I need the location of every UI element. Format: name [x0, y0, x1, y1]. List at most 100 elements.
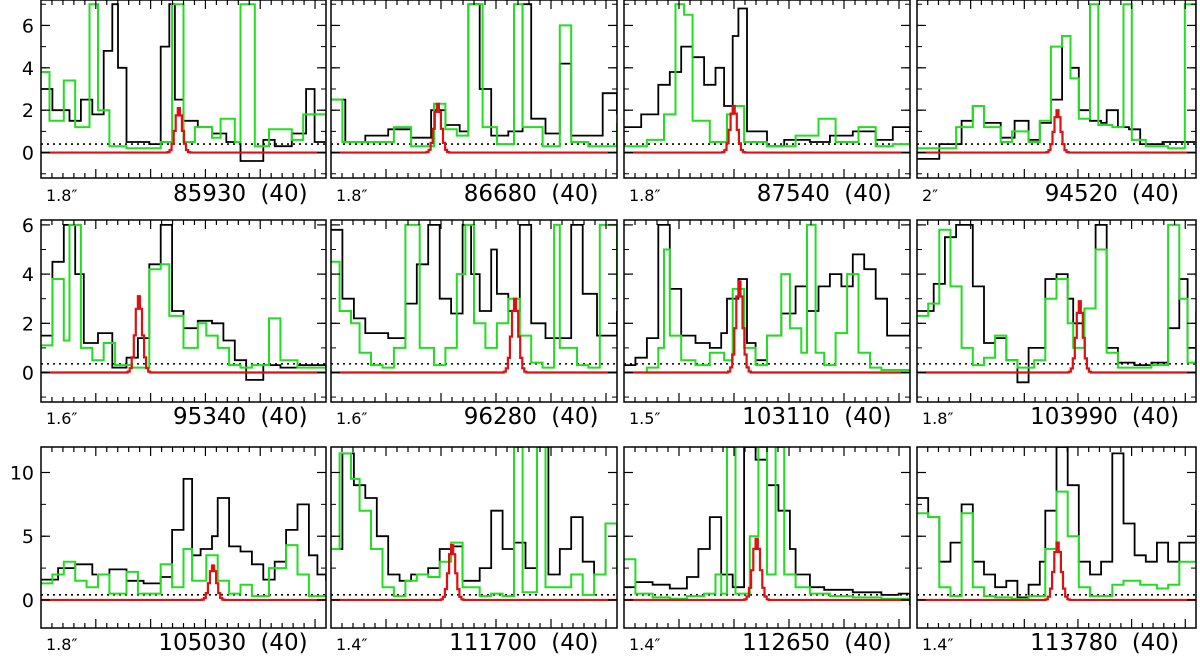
- count-label: (40): [260, 181, 307, 207]
- spectrum-panel: 1.4″ 113780 (40): [916, 446, 1197, 656]
- model-total-spectrum: [917, 490, 1196, 600]
- spectrum-panel: 1.8″ 103990 (40): [916, 219, 1197, 430]
- species-model-line: [624, 104, 910, 154]
- model-total-spectrum: [331, 447, 617, 598]
- frequency-label: 111700: [449, 630, 537, 656]
- spectrum-panel: 1.4″ 111700 (40): [330, 446, 618, 656]
- position-label: 1.8″: [46, 186, 77, 205]
- y-tick-label: 0: [22, 590, 34, 612]
- species-model-line: [917, 109, 1196, 154]
- spectrum-panel: 0 2 4 6 1.8″ 85930 (40): [22, 0, 327, 207]
- panel-frame: [623, 219, 911, 403]
- count-label: (40): [844, 630, 891, 656]
- species-model-line: [41, 107, 326, 154]
- frequency-label: 113780: [1030, 630, 1118, 656]
- y-tick-label: 0: [22, 143, 34, 165]
- species-model-line: [41, 295, 326, 374]
- count-label: (40): [844, 181, 891, 207]
- position-label: 1.8″: [629, 186, 660, 205]
- frequency-label: 96280: [464, 404, 537, 430]
- observed-spectrum: [331, 447, 617, 582]
- observed-spectrum: [624, 7, 910, 148]
- observed-spectrum: [41, 478, 326, 585]
- y-tick-label: 10: [10, 462, 34, 484]
- frequency-label: 87540: [757, 181, 830, 207]
- y-tick-label: 2: [22, 100, 34, 122]
- y-tick-label: 4: [22, 264, 34, 286]
- species-model-line: [41, 564, 326, 602]
- model-total-spectrum: [41, 544, 326, 598]
- model-total-spectrum: [917, 3, 1196, 150]
- spectrum-panel: 1.4″ 112650 (40): [623, 446, 911, 656]
- observed-spectrum: [41, 224, 326, 381]
- species-model-line: [331, 297, 617, 374]
- frequency-label: 85930: [173, 181, 246, 207]
- species-model-line: [917, 541, 1196, 602]
- spectrum-panel: 1.8″ 86680 (40): [330, 0, 618, 207]
- model-total-spectrum: [41, 223, 326, 370]
- y-tick-label: 5: [22, 526, 34, 548]
- position-label: 1.8″: [336, 186, 367, 205]
- model-total-spectrum: [917, 223, 1196, 369]
- observed-spectrum: [331, 3, 617, 143]
- frequency-label: 103110: [742, 404, 830, 430]
- position-label: 1.4″: [922, 635, 953, 654]
- panel-frame: [916, 0, 1197, 179]
- y-tick-label: 6: [22, 215, 34, 237]
- observed-spectrum: [917, 224, 1196, 384]
- position-label: 1.8″: [922, 409, 953, 428]
- observed-spectrum: [917, 35, 1196, 160]
- count-label: (40): [551, 404, 598, 430]
- count-label: (40): [1132, 181, 1179, 207]
- y-tick-label: 4: [22, 58, 34, 80]
- panel-frame: [330, 0, 618, 179]
- observed-spectrum: [624, 447, 910, 606]
- position-label: 2″: [922, 186, 938, 205]
- species-model-line: [331, 544, 617, 602]
- count-label: (40): [551, 630, 598, 656]
- count-label: (40): [260, 404, 307, 430]
- species-model-line: [331, 102, 617, 154]
- position-label: 1.4″: [629, 635, 660, 654]
- frequency-label: 112650: [742, 630, 830, 656]
- spectrum-panel: 1.5″ 103110 (40): [623, 219, 911, 430]
- count-label: (40): [260, 630, 307, 656]
- spectrum-panel: 1.8″ 87540 (40): [623, 0, 911, 207]
- model-total-spectrum: [624, 3, 910, 149]
- model-total-spectrum: [624, 223, 910, 374]
- count-label: (40): [1132, 404, 1179, 430]
- panel-frame: [623, 0, 911, 179]
- y-tick-label: 6: [22, 15, 34, 37]
- frequency-label: 105030: [158, 630, 246, 656]
- y-tick-label: 2: [22, 313, 34, 335]
- count-label: (40): [844, 404, 891, 430]
- position-label: 1.5″: [629, 409, 660, 428]
- model-total-spectrum: [331, 3, 617, 148]
- model-total-spectrum: [331, 223, 617, 369]
- count-label: (40): [1132, 630, 1179, 656]
- panel-frame: [916, 219, 1197, 403]
- count-label: (40): [551, 181, 598, 207]
- observed-spectrum: [624, 224, 910, 366]
- spectrum-panel: 2″ 94520 (40): [916, 0, 1197, 207]
- species-model-line: [624, 280, 910, 374]
- model-total-spectrum: [624, 447, 910, 600]
- frequency-label: 103990: [1030, 404, 1118, 430]
- spectrum-panel: 0 5 10 1.8″ 105030 (40): [10, 446, 327, 656]
- position-label: 1.4″: [336, 635, 367, 654]
- y-tick-label: 0: [22, 362, 34, 384]
- frequency-label: 95340: [173, 404, 246, 430]
- position-label: 1.6″: [46, 409, 77, 428]
- observed-spectrum: [331, 224, 617, 339]
- position-label: 1.6″: [336, 409, 367, 428]
- frequency-label: 86680: [464, 181, 537, 207]
- frequency-label: 94520: [1045, 181, 1118, 207]
- spectrum-panel: 1.6″ 96280 (40): [330, 219, 618, 430]
- position-label: 1.8″: [46, 635, 77, 654]
- spectrum-panel: 0 2 4 6 1.6″ 95340 (40): [22, 215, 327, 430]
- species-model-line: [624, 537, 910, 602]
- model-total-spectrum: [41, 3, 326, 150]
- species-model-line: [917, 300, 1196, 374]
